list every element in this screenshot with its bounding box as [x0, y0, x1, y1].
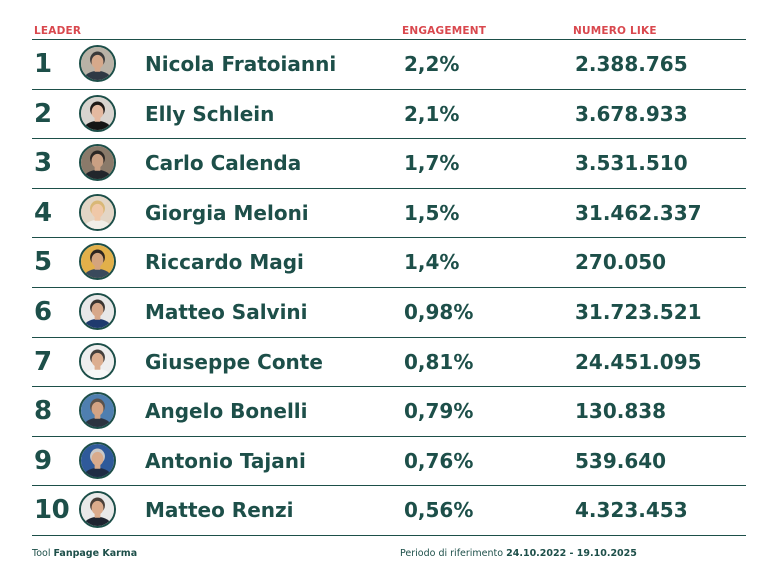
footer-period: Periodo di riferimento 24.10.2022 - 19.1… — [400, 548, 637, 559]
likes-value: 4.323.453 — [575, 498, 688, 523]
leader-name: Elly Schlein — [145, 101, 275, 126]
avatar — [79, 193, 116, 231]
leader-name: Matteo Salvini — [145, 299, 308, 324]
rank-number: 6 — [34, 296, 52, 327]
engagement-value: 0,98% — [404, 299, 474, 324]
avatar — [79, 45, 116, 82]
engagement-value: 0,76% — [404, 448, 474, 473]
header-numero-like: NUMERO LIKE — [573, 25, 657, 37]
avatar — [79, 491, 116, 529]
rank-number: 4 — [34, 197, 52, 228]
likes-value: 31.723.521 — [575, 299, 702, 324]
likes-value: 31.462.337 — [575, 200, 702, 225]
rank-number: 2 — [34, 98, 52, 129]
avatar-portrait-icon — [81, 443, 114, 477]
likes-value: 270.050 — [575, 250, 667, 275]
avatar — [79, 144, 116, 182]
table-header: LEADER ENGAGEMENT NUMERO LIKE — [32, 22, 746, 40]
leader-name: Antonio Tajani — [145, 448, 306, 473]
table-row: 6 Matteo Salvini 0,98% 31.723.521 — [32, 288, 746, 338]
likes-value: 539.640 — [575, 448, 667, 473]
footer-tool-prefix: Tool — [32, 548, 51, 559]
engagement-value: 1,4% — [404, 250, 460, 275]
avatar — [79, 441, 116, 479]
footer-tool-name: Fanpage Karma — [53, 548, 138, 559]
table-row: 1 Nicola Fratoianni 2,2% 2.388.765 — [32, 40, 746, 90]
likes-value: 2.388.765 — [575, 52, 688, 76]
likes-value: 3.531.510 — [575, 151, 688, 176]
avatar-portrait-icon — [81, 344, 114, 378]
header-leader: LEADER — [34, 25, 82, 37]
engagement-value: 1,5% — [404, 200, 460, 225]
leaders-table: LEADER ENGAGEMENT NUMERO LIKE 1 Nicola Fr… — [32, 22, 746, 536]
engagement-value: 0,79% — [404, 399, 474, 424]
leader-name: Carlo Calenda — [145, 151, 302, 176]
leader-name: Matteo Renzi — [145, 498, 294, 523]
likes-value: 3.678.933 — [575, 101, 688, 126]
footer-period-range: 24.10.2022 - 19.10.2025 — [506, 548, 637, 559]
rank-number: 10 — [34, 495, 70, 526]
avatar — [79, 342, 116, 380]
avatar-portrait-icon — [81, 195, 114, 229]
header-engagement: ENGAGEMENT — [402, 25, 487, 37]
table-row: 5 Riccardo Magi 1,4% 270.050 — [32, 238, 746, 288]
avatar-portrait-icon — [81, 96, 114, 130]
rank-number: 3 — [34, 148, 52, 179]
table-row: 10 Matteo Renzi 0,56% 4.323.453 — [32, 486, 746, 536]
avatar-portrait-icon — [81, 47, 114, 80]
table-row: 4 Giorgia Meloni 1,5% 31.462.337 — [32, 189, 746, 239]
avatar-portrait-icon — [81, 294, 114, 328]
avatar — [79, 392, 116, 430]
footer-period-prefix: Periodo di riferimento — [400, 548, 504, 559]
table-row: 7 Giuseppe Conte 0,81% 24.451.095 — [32, 338, 746, 388]
table-row: 9 Antonio Tajani 0,76% 539.640 — [32, 437, 746, 487]
leader-name: Giuseppe Conte — [145, 349, 323, 374]
avatar — [79, 243, 116, 281]
avatar — [79, 292, 116, 330]
avatar-portrait-icon — [81, 245, 114, 279]
engagement-value: 0,81% — [404, 349, 474, 374]
leader-name: Angelo Bonelli — [145, 399, 308, 424]
rank-number: 9 — [34, 445, 52, 476]
avatar-portrait-icon — [81, 493, 114, 527]
table-row: 2 Elly Schlein 2,1% 3.678.933 — [32, 90, 746, 140]
likes-value: 130.838 — [575, 399, 667, 424]
engagement-value: 2,1% — [404, 101, 460, 126]
avatar-portrait-icon — [81, 146, 114, 180]
engagement-value: 0,56% — [404, 498, 474, 523]
leader-name: Riccardo Magi — [145, 250, 304, 275]
footer-tool: Tool Fanpage Karma — [32, 548, 137, 559]
rank-number: 8 — [34, 396, 52, 427]
footer: Tool Fanpage Karma Periodo di riferiment… — [32, 548, 746, 562]
leader-name: Nicola Fratoianni — [145, 52, 337, 76]
table-row: 3 Carlo Calenda 1,7% 3.531.510 — [32, 139, 746, 189]
likes-value: 24.451.095 — [575, 349, 702, 374]
avatar — [79, 94, 116, 132]
engagement-value: 2,2% — [404, 52, 460, 76]
rank-number: 5 — [34, 247, 52, 278]
table-body: 1 Nicola Fratoianni 2,2% 2.388.765 2 Elly Sch… — [32, 40, 746, 536]
table-row: 8 Angelo Bonelli 0,79% 130.838 — [32, 387, 746, 437]
avatar-portrait-icon — [81, 394, 114, 428]
rank-number: 1 — [34, 49, 52, 79]
engagement-value: 1,7% — [404, 151, 460, 176]
leader-name: Giorgia Meloni — [145, 200, 309, 225]
rank-number: 7 — [34, 346, 52, 377]
